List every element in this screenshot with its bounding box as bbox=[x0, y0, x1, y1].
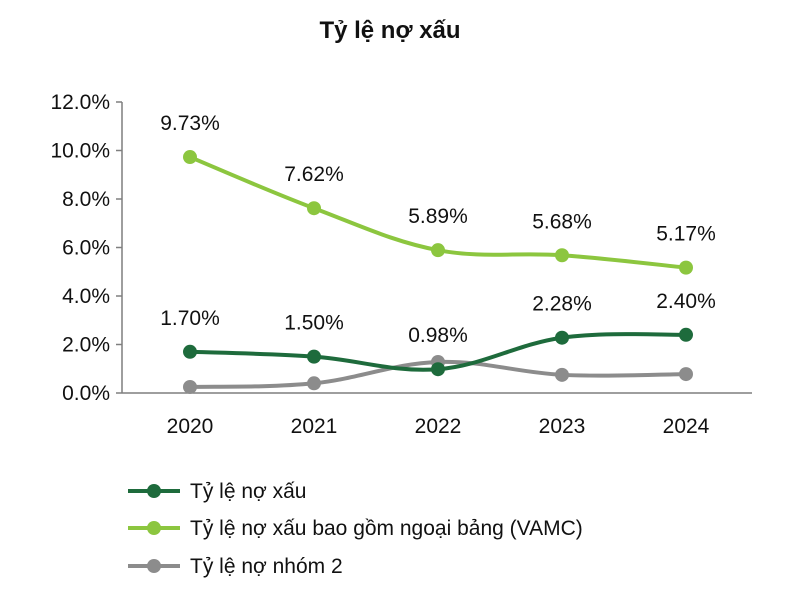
data-labels: 1.70% 1.50% 0.98% 2.28% 2.40% 9.73% 7.62% 5.89%… bbox=[160, 112, 716, 347]
x-tick-label: 2020 bbox=[167, 415, 214, 438]
data-label: 5.68% bbox=[532, 210, 592, 233]
x-tick-label: 2023 bbox=[539, 415, 586, 438]
legend-label: Tỷ lệ nợ xấu bao gồm ngoại bảng (VAMC) bbox=[190, 517, 583, 540]
data-point bbox=[431, 243, 445, 258]
y-tick-label: 10.0% bbox=[50, 140, 110, 163]
series-0 bbox=[183, 327, 693, 377]
y-tick-label: 12.0% bbox=[50, 91, 110, 114]
legend-label: Tỷ lệ nợ nhóm 2 bbox=[190, 555, 343, 578]
x-tick-label: 2022 bbox=[415, 415, 462, 438]
legend-item: Tỷ lệ nợ xấu bao gồm ngoại bảng (VAMC) bbox=[128, 517, 583, 540]
legend-item: Tỷ lệ nợ xấu bbox=[128, 480, 306, 503]
data-label: 2.28% bbox=[532, 293, 592, 316]
y-tick-label: 2.0% bbox=[62, 334, 110, 357]
data-point bbox=[555, 248, 569, 263]
data-point bbox=[555, 330, 569, 345]
x-tick-label: 2024 bbox=[663, 415, 710, 438]
data-point bbox=[183, 379, 197, 394]
x-tick-label: 2021 bbox=[291, 415, 338, 438]
legend-label: Tỷ lệ nợ xấu bbox=[190, 480, 306, 503]
data-point bbox=[307, 349, 321, 364]
legend-marker bbox=[147, 484, 161, 498]
series-1 bbox=[183, 150, 693, 275]
data-label: 5.89% bbox=[408, 205, 468, 228]
data-label: 5.17% bbox=[656, 223, 716, 246]
data-point bbox=[555, 367, 569, 382]
data-point bbox=[679, 367, 693, 382]
data-point bbox=[431, 362, 445, 377]
data-point bbox=[183, 150, 197, 165]
y-tick-label: 4.0% bbox=[62, 285, 110, 308]
data-label: 2.40% bbox=[656, 290, 716, 313]
y-tick-label: 6.0% bbox=[62, 237, 110, 260]
y-tick-label: 8.0% bbox=[62, 188, 110, 211]
data-point bbox=[679, 260, 693, 275]
data-point bbox=[183, 344, 197, 359]
data-label: 1.70% bbox=[160, 307, 220, 330]
legend: Tỷ lệ nợ xấu Tỷ lệ nợ xấu bao gồm ngoại b… bbox=[128, 480, 583, 578]
data-point bbox=[307, 201, 321, 216]
legend-marker bbox=[147, 559, 161, 573]
legend-marker bbox=[147, 521, 161, 535]
data-point bbox=[679, 327, 693, 342]
chart-title: Tỷ lệ nợ xấu bbox=[319, 17, 460, 44]
data-label: 9.73% bbox=[160, 112, 220, 135]
series-2 bbox=[183, 354, 693, 394]
axes: 0.0% 2.0% 4.0% 6.0% 8.0% 10.0% 12.0% 2020 2021 20… bbox=[50, 91, 752, 438]
data-point bbox=[307, 376, 321, 391]
data-label: 0.98% bbox=[408, 324, 468, 347]
series-layer bbox=[183, 150, 693, 394]
legend-item: Tỷ lệ nợ nhóm 2 bbox=[128, 555, 343, 578]
data-label: 7.62% bbox=[284, 163, 344, 186]
data-label: 1.50% bbox=[284, 312, 344, 335]
y-tick-label: 0.0% bbox=[62, 382, 110, 405]
